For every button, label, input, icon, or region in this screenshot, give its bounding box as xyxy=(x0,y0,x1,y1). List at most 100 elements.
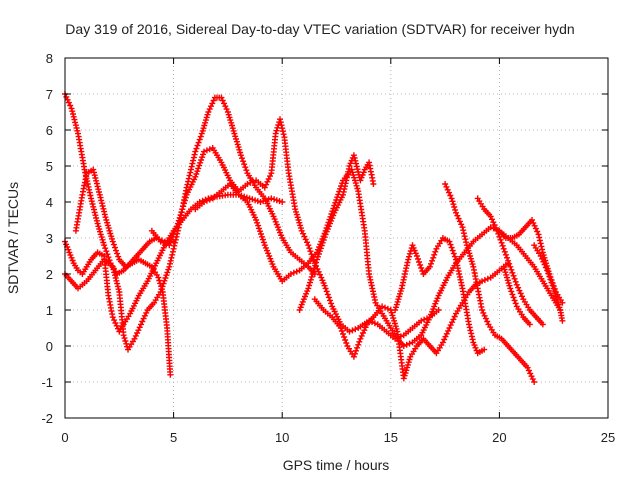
data-point xyxy=(267,173,273,180)
data-point xyxy=(355,341,362,348)
series-track-6 xyxy=(192,166,564,349)
data-point xyxy=(511,275,518,282)
data-point xyxy=(109,238,116,245)
data-point xyxy=(479,307,485,313)
data-point xyxy=(449,247,456,254)
data-point xyxy=(512,300,519,307)
data-point xyxy=(114,250,121,257)
data-point xyxy=(479,278,485,285)
data-point xyxy=(206,196,213,203)
data-point xyxy=(321,234,328,241)
y-tick-label: 1 xyxy=(46,303,53,318)
data-point xyxy=(484,318,491,325)
data-point xyxy=(312,262,319,269)
data-point xyxy=(418,317,425,324)
data-point xyxy=(94,183,101,190)
data-point xyxy=(112,244,118,251)
data-point xyxy=(356,338,363,345)
data-point xyxy=(109,314,116,321)
data-point xyxy=(450,201,457,208)
data-point xyxy=(194,142,201,149)
data-point xyxy=(489,216,495,223)
data-point xyxy=(510,294,517,301)
data-point xyxy=(343,340,350,346)
data-point xyxy=(319,239,326,246)
data-point xyxy=(96,189,102,195)
data-point xyxy=(139,318,146,325)
data-point xyxy=(65,99,72,106)
data-point xyxy=(507,285,514,292)
data-point xyxy=(484,275,491,282)
data-point xyxy=(244,181,251,187)
data-point xyxy=(519,293,525,300)
data-point xyxy=(195,139,202,146)
data-point xyxy=(320,237,327,243)
x-tick-label: 25 xyxy=(601,430,615,445)
data-point xyxy=(206,106,213,113)
data-point xyxy=(346,328,353,335)
data-point xyxy=(447,241,454,248)
data-point xyxy=(446,325,453,331)
data-point xyxy=(111,317,118,324)
x-axis: 0 5 10 15 20 25 xyxy=(61,58,615,445)
data-point xyxy=(354,344,361,351)
data-point xyxy=(158,286,165,293)
data-point xyxy=(458,221,465,228)
data-point xyxy=(426,263,433,270)
data-point xyxy=(223,106,230,113)
data-point xyxy=(240,158,247,165)
data-point xyxy=(497,236,504,243)
data-point xyxy=(506,260,513,267)
data-point xyxy=(113,247,119,254)
data-point xyxy=(531,379,538,385)
data-point xyxy=(156,277,163,284)
data-point xyxy=(428,260,434,267)
data-point xyxy=(86,186,93,193)
data-point xyxy=(559,299,566,306)
chart-title: Day 319 of 2016, Sidereal Day-to-day VTE… xyxy=(65,21,574,37)
data-point xyxy=(203,197,210,204)
data-point xyxy=(415,256,421,262)
data-point xyxy=(193,171,200,177)
data-point xyxy=(327,220,333,227)
data-point xyxy=(322,285,329,292)
data-point xyxy=(66,249,73,256)
data-point xyxy=(103,248,110,255)
data-point xyxy=(371,320,378,327)
data-point xyxy=(112,275,119,281)
data-point xyxy=(237,152,244,159)
data-point xyxy=(81,182,88,189)
data-point xyxy=(287,271,294,277)
data-point xyxy=(180,203,187,210)
data-point xyxy=(200,151,206,158)
data-point xyxy=(445,327,452,334)
data-point xyxy=(451,204,458,210)
data-point xyxy=(430,254,437,261)
data-point xyxy=(258,233,265,240)
data-point xyxy=(306,245,313,252)
data-point xyxy=(181,200,187,207)
data-point xyxy=(448,244,455,251)
data-point xyxy=(353,160,359,167)
data-point xyxy=(225,111,232,118)
data-point xyxy=(539,249,546,256)
data-point xyxy=(201,199,207,205)
data-point xyxy=(327,297,333,304)
data-point xyxy=(498,239,505,246)
data-point xyxy=(536,237,543,244)
data-point xyxy=(268,195,275,202)
data-point xyxy=(317,271,323,278)
data-point xyxy=(487,224,494,231)
data-point xyxy=(263,181,270,188)
data-point xyxy=(179,206,186,213)
data-point xyxy=(227,117,234,124)
data-point xyxy=(328,300,335,307)
data-point xyxy=(382,304,388,311)
data-point xyxy=(305,242,312,249)
data-point xyxy=(169,234,176,241)
data-point xyxy=(138,321,144,328)
data-point xyxy=(198,157,205,163)
data-point xyxy=(353,347,359,354)
data-point xyxy=(101,208,108,215)
data-point xyxy=(559,317,566,324)
